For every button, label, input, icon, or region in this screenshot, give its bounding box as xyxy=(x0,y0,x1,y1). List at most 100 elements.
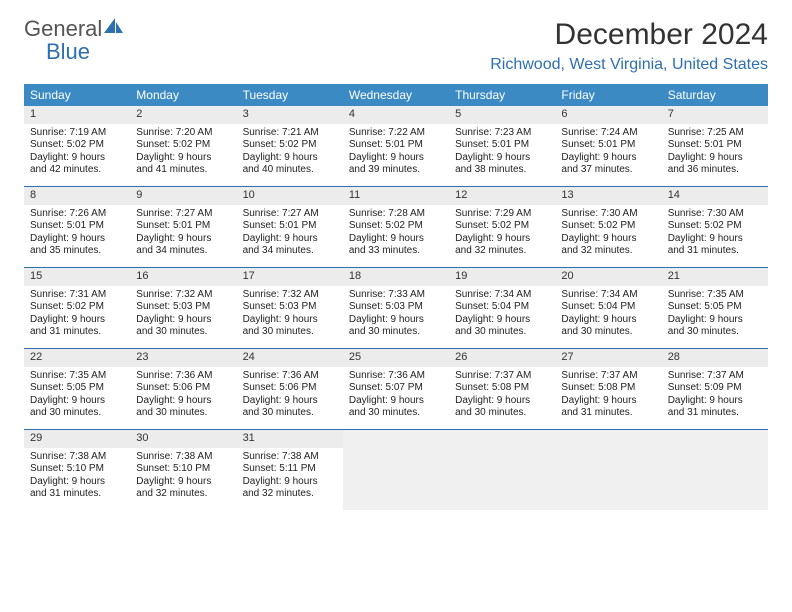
day-body: Sunrise: 7:33 AMSunset: 5:03 PMDaylight:… xyxy=(343,286,449,344)
daylight-text: Daylight: 9 hours and 32 minutes. xyxy=(136,476,230,501)
day-cell: 25Sunrise: 7:36 AMSunset: 5:07 PMDayligh… xyxy=(343,349,449,429)
daylight-text: Daylight: 9 hours and 42 minutes. xyxy=(30,152,124,177)
logo-text-blue: Blue xyxy=(24,41,124,63)
sunrise-text: Sunrise: 7:26 AM xyxy=(30,208,124,221)
sunrise-text: Sunrise: 7:22 AM xyxy=(349,127,443,140)
sunrise-text: Sunrise: 7:34 AM xyxy=(561,289,655,302)
sunrise-text: Sunrise: 7:27 AM xyxy=(136,208,230,221)
week-row: 8Sunrise: 7:26 AMSunset: 5:01 PMDaylight… xyxy=(24,187,768,268)
sunrise-text: Sunrise: 7:28 AM xyxy=(349,208,443,221)
daylight-text: Daylight: 9 hours and 30 minutes. xyxy=(668,314,762,339)
sunrise-text: Sunrise: 7:32 AM xyxy=(136,289,230,302)
sunrise-text: Sunrise: 7:29 AM xyxy=(455,208,549,221)
day-cell: 12Sunrise: 7:29 AMSunset: 5:02 PMDayligh… xyxy=(449,187,555,267)
day-header-row: SundayMondayTuesdayWednesdayThursdayFrid… xyxy=(24,84,768,106)
sunrise-text: Sunrise: 7:25 AM xyxy=(668,127,762,140)
sunset-text: Sunset: 5:01 PM xyxy=(455,139,549,152)
daylight-text: Daylight: 9 hours and 41 minutes. xyxy=(136,152,230,177)
day-body: Sunrise: 7:38 AMSunset: 5:11 PMDaylight:… xyxy=(237,448,343,506)
day-cell: 2Sunrise: 7:20 AMSunset: 5:02 PMDaylight… xyxy=(130,106,236,186)
sunset-text: Sunset: 5:01 PM xyxy=(136,220,230,233)
day-body: Sunrise: 7:19 AMSunset: 5:02 PMDaylight:… xyxy=(24,124,130,182)
calendar-page: General Blue December 2024 Richwood, Wes… xyxy=(0,0,792,528)
day-cell: 18Sunrise: 7:33 AMSunset: 5:03 PMDayligh… xyxy=(343,268,449,348)
day-body: Sunrise: 7:27 AMSunset: 5:01 PMDaylight:… xyxy=(237,205,343,263)
daylight-text: Daylight: 9 hours and 30 minutes. xyxy=(30,395,124,420)
day-body: Sunrise: 7:37 AMSunset: 5:08 PMDaylight:… xyxy=(449,367,555,425)
logo: General Blue xyxy=(24,18,124,63)
day-body: Sunrise: 7:23 AMSunset: 5:01 PMDaylight:… xyxy=(449,124,555,182)
sunrise-text: Sunrise: 7:36 AM xyxy=(349,370,443,383)
day-number: 25 xyxy=(343,349,449,367)
day-header: Monday xyxy=(130,84,236,106)
day-number: 2 xyxy=(130,106,236,124)
day-number: 20 xyxy=(555,268,661,286)
day-body: Sunrise: 7:34 AMSunset: 5:04 PMDaylight:… xyxy=(449,286,555,344)
day-cell: 8Sunrise: 7:26 AMSunset: 5:01 PMDaylight… xyxy=(24,187,130,267)
day-body: Sunrise: 7:22 AMSunset: 5:01 PMDaylight:… xyxy=(343,124,449,182)
day-cell: 1Sunrise: 7:19 AMSunset: 5:02 PMDaylight… xyxy=(24,106,130,186)
day-body: Sunrise: 7:34 AMSunset: 5:04 PMDaylight:… xyxy=(555,286,661,344)
empty-cell xyxy=(662,430,768,510)
sunrise-text: Sunrise: 7:36 AM xyxy=(243,370,337,383)
daylight-text: Daylight: 9 hours and 30 minutes. xyxy=(349,314,443,339)
day-number: 13 xyxy=(555,187,661,205)
day-number: 28 xyxy=(662,349,768,367)
sunrise-text: Sunrise: 7:38 AM xyxy=(243,451,337,464)
sunset-text: Sunset: 5:10 PM xyxy=(136,463,230,476)
day-body: Sunrise: 7:37 AMSunset: 5:08 PMDaylight:… xyxy=(555,367,661,425)
day-cell: 10Sunrise: 7:27 AMSunset: 5:01 PMDayligh… xyxy=(237,187,343,267)
day-number: 24 xyxy=(237,349,343,367)
day-cell: 21Sunrise: 7:35 AMSunset: 5:05 PMDayligh… xyxy=(662,268,768,348)
day-body: Sunrise: 7:30 AMSunset: 5:02 PMDaylight:… xyxy=(555,205,661,263)
day-body: Sunrise: 7:29 AMSunset: 5:02 PMDaylight:… xyxy=(449,205,555,263)
day-cell: 16Sunrise: 7:32 AMSunset: 5:03 PMDayligh… xyxy=(130,268,236,348)
sunset-text: Sunset: 5:08 PM xyxy=(561,382,655,395)
day-cell: 17Sunrise: 7:32 AMSunset: 5:03 PMDayligh… xyxy=(237,268,343,348)
sunset-text: Sunset: 5:06 PM xyxy=(136,382,230,395)
day-body: Sunrise: 7:21 AMSunset: 5:02 PMDaylight:… xyxy=(237,124,343,182)
empty-cell xyxy=(555,430,661,510)
day-number: 12 xyxy=(449,187,555,205)
sunset-text: Sunset: 5:07 PM xyxy=(349,382,443,395)
day-number: 5 xyxy=(449,106,555,124)
sunrise-text: Sunrise: 7:38 AM xyxy=(136,451,230,464)
sunrise-text: Sunrise: 7:30 AM xyxy=(668,208,762,221)
day-header: Friday xyxy=(555,84,661,106)
day-number: 4 xyxy=(343,106,449,124)
daylight-text: Daylight: 9 hours and 31 minutes. xyxy=(561,395,655,420)
sunset-text: Sunset: 5:02 PM xyxy=(349,220,443,233)
daylight-text: Daylight: 9 hours and 34 minutes. xyxy=(243,233,337,258)
sunset-text: Sunset: 5:02 PM xyxy=(455,220,549,233)
sunset-text: Sunset: 5:03 PM xyxy=(243,301,337,314)
sunset-text: Sunset: 5:08 PM xyxy=(455,382,549,395)
sunrise-text: Sunrise: 7:33 AM xyxy=(349,289,443,302)
day-body: Sunrise: 7:32 AMSunset: 5:03 PMDaylight:… xyxy=(130,286,236,344)
day-number: 18 xyxy=(343,268,449,286)
day-body: Sunrise: 7:26 AMSunset: 5:01 PMDaylight:… xyxy=(24,205,130,263)
daylight-text: Daylight: 9 hours and 30 minutes. xyxy=(243,314,337,339)
sunset-text: Sunset: 5:09 PM xyxy=(668,382,762,395)
day-cell: 20Sunrise: 7:34 AMSunset: 5:04 PMDayligh… xyxy=(555,268,661,348)
day-number: 3 xyxy=(237,106,343,124)
day-body: Sunrise: 7:25 AMSunset: 5:01 PMDaylight:… xyxy=(662,124,768,182)
day-cell: 24Sunrise: 7:36 AMSunset: 5:06 PMDayligh… xyxy=(237,349,343,429)
day-cell: 23Sunrise: 7:36 AMSunset: 5:06 PMDayligh… xyxy=(130,349,236,429)
day-number: 23 xyxy=(130,349,236,367)
daylight-text: Daylight: 9 hours and 32 minutes. xyxy=(455,233,549,258)
day-cell: 13Sunrise: 7:30 AMSunset: 5:02 PMDayligh… xyxy=(555,187,661,267)
day-number: 15 xyxy=(24,268,130,286)
sunrise-text: Sunrise: 7:20 AM xyxy=(136,127,230,140)
daylight-text: Daylight: 9 hours and 30 minutes. xyxy=(136,314,230,339)
sunrise-text: Sunrise: 7:38 AM xyxy=(30,451,124,464)
empty-cell xyxy=(343,430,449,510)
day-number: 30 xyxy=(130,430,236,448)
sunrise-text: Sunrise: 7:36 AM xyxy=(136,370,230,383)
weeks-container: 1Sunrise: 7:19 AMSunset: 5:02 PMDaylight… xyxy=(24,106,768,510)
day-number: 27 xyxy=(555,349,661,367)
day-number: 1 xyxy=(24,106,130,124)
month-title: December 2024 xyxy=(490,18,768,52)
day-number: 29 xyxy=(24,430,130,448)
day-body: Sunrise: 7:36 AMSunset: 5:07 PMDaylight:… xyxy=(343,367,449,425)
day-header: Sunday xyxy=(24,84,130,106)
